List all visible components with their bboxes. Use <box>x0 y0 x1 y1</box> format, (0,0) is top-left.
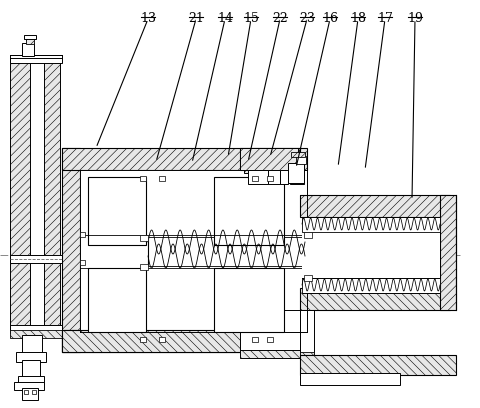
Bar <box>26 38 34 44</box>
Bar <box>252 337 258 342</box>
Bar <box>296 156 306 164</box>
Bar <box>280 170 288 184</box>
Bar <box>290 170 304 184</box>
Bar <box>214 268 284 332</box>
Bar <box>24 390 28 394</box>
Bar <box>14 382 44 390</box>
Bar <box>300 352 314 360</box>
Bar <box>240 148 300 170</box>
Bar <box>10 325 62 333</box>
Bar <box>440 195 456 310</box>
Bar <box>18 376 44 384</box>
Text: 15: 15 <box>243 12 259 25</box>
Bar <box>62 148 80 352</box>
Bar <box>10 255 62 263</box>
Bar <box>159 176 165 181</box>
Bar <box>252 176 258 181</box>
Bar <box>267 337 273 342</box>
Bar <box>62 330 307 352</box>
Bar <box>22 335 42 355</box>
Bar <box>300 288 450 310</box>
Bar <box>24 35 36 39</box>
Bar <box>80 232 85 237</box>
Bar <box>140 337 146 342</box>
Bar <box>10 330 62 338</box>
Bar <box>10 55 62 63</box>
Bar <box>291 152 305 157</box>
Bar <box>214 177 284 245</box>
Bar <box>302 232 440 278</box>
Bar <box>302 278 440 293</box>
Bar <box>288 163 304 183</box>
Bar <box>302 217 440 232</box>
Bar <box>32 390 36 394</box>
Bar <box>159 337 165 342</box>
Bar <box>22 360 40 378</box>
Bar <box>88 177 146 245</box>
Bar <box>140 235 148 241</box>
Text: 17: 17 <box>377 12 393 25</box>
Bar <box>80 170 307 332</box>
Bar <box>268 170 280 184</box>
Text: 18: 18 <box>350 12 366 25</box>
Bar <box>80 260 85 265</box>
Bar <box>10 58 30 330</box>
Text: 13: 13 <box>140 12 156 25</box>
Bar <box>44 58 60 330</box>
Bar <box>240 310 300 352</box>
Text: 22: 22 <box>272 12 288 25</box>
Text: 21: 21 <box>188 12 204 25</box>
Bar <box>140 176 146 181</box>
Bar <box>140 264 148 270</box>
Bar <box>300 310 314 360</box>
Bar <box>244 163 304 173</box>
Bar <box>62 330 307 352</box>
Bar <box>267 176 273 181</box>
Bar <box>304 275 312 281</box>
Bar <box>22 43 34 56</box>
Text: 16: 16 <box>322 12 338 25</box>
Bar <box>88 268 146 332</box>
Bar <box>304 232 312 238</box>
Text: 14: 14 <box>217 12 233 25</box>
Bar <box>22 388 38 400</box>
Text: 23: 23 <box>299 12 315 25</box>
Bar <box>300 355 456 375</box>
Bar <box>62 148 307 170</box>
Bar <box>300 195 450 217</box>
Bar <box>240 350 300 358</box>
Bar <box>248 170 268 184</box>
Bar <box>16 352 46 362</box>
Bar <box>240 148 298 170</box>
Text: 19: 19 <box>407 12 423 25</box>
Bar <box>300 373 400 385</box>
